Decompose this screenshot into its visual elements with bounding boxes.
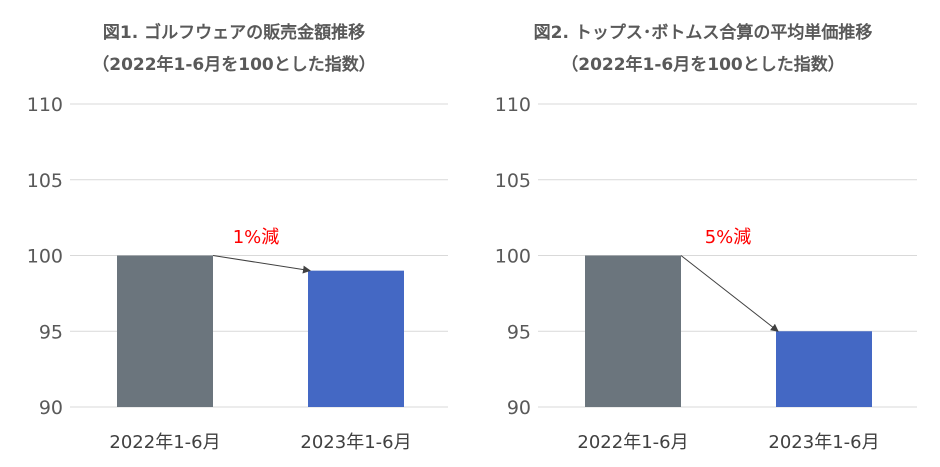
chart-1: 図1. ゴルフウェアの販売金額推移 （2022年1-6月を100とした指数） 1… (27, 22, 448, 453)
chart-2-subtitle: （2022年1-6月を100とした指数） (561, 54, 845, 75)
y-tick-label: 100 (495, 246, 531, 268)
y-tick-label: 95 (39, 321, 63, 343)
chart-1-x-axis: 2022年1-6月 2023年1-6月 (109, 432, 411, 453)
bar-2 (308, 270, 404, 407)
x-category-label: 2022年1-6月 (109, 432, 220, 453)
x-category-label: 2023年1-6月 (768, 432, 879, 453)
y-tick-label: 105 (27, 170, 63, 192)
chart-2-title: 図2. トップス･ボトムス合算の平均単価推移 (534, 22, 873, 43)
x-category-label: 2023年1-6月 (300, 432, 411, 453)
chart-2-x-axis: 2022年1-6月 2023年1-6月 (577, 432, 879, 453)
chart-2-bars (585, 255, 872, 407)
chart-1-subtitle: （2022年1-6月を100とした指数） (92, 54, 376, 75)
bar-2 (776, 331, 872, 407)
chart-1-title: 図1. ゴルフウェアの販売金額推移 (103, 22, 365, 43)
chart-2: 図2. トップス･ボトムス合算の平均単価推移 （2022年1-6月を100とした… (495, 22, 917, 453)
y-tick-label: 100 (27, 246, 63, 268)
y-tick-label: 110 (27, 94, 63, 116)
chart-2-annotation: 5%減 (705, 227, 752, 248)
y-tick-label: 110 (495, 94, 531, 116)
bar-1 (585, 255, 681, 407)
y-tick-label: 95 (507, 321, 531, 343)
bar-1 (117, 255, 213, 407)
x-category-label: 2022年1-6月 (577, 432, 688, 453)
y-tick-label: 90 (507, 397, 531, 419)
chart-2-trend-arrow (680, 255, 779, 332)
chart-1-annotation: 1%減 (233, 227, 280, 248)
y-tick-label: 105 (495, 170, 531, 192)
chart-1-y-axis: 110 105 100 95 90 (27, 94, 63, 419)
chart-2-y-axis: 110 105 100 95 90 (495, 94, 531, 419)
y-tick-label: 90 (39, 397, 63, 419)
chart-1-trend-arrow (212, 255, 311, 274)
chart-1-bars (117, 255, 404, 407)
